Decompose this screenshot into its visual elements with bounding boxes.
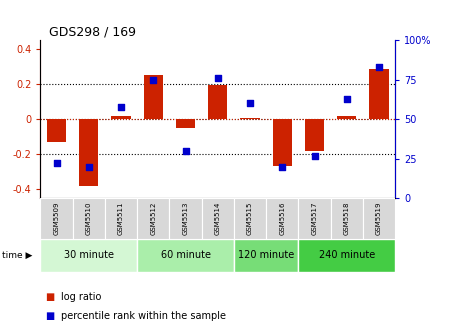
Bar [240, 118, 260, 119]
Bar [137, 239, 234, 272]
Point [375, 65, 383, 70]
Text: GSM5515: GSM5515 [247, 202, 253, 235]
Text: GSM5517: GSM5517 [312, 202, 317, 235]
Bar [40, 198, 73, 239]
Point [247, 101, 254, 106]
Bar [370, 69, 389, 119]
Bar [47, 119, 66, 142]
Text: 30 minute: 30 minute [64, 250, 114, 260]
Point [85, 164, 92, 169]
Text: GSM5518: GSM5518 [344, 202, 350, 235]
Bar [169, 198, 202, 239]
Bar [40, 239, 137, 272]
Point [118, 104, 125, 109]
Bar [299, 239, 395, 272]
Text: GSM5511: GSM5511 [118, 202, 124, 235]
Bar [337, 116, 357, 119]
Text: log ratio: log ratio [61, 292, 101, 302]
Text: GSM5512: GSM5512 [150, 202, 156, 235]
Bar [273, 119, 292, 166]
Point [343, 96, 350, 101]
Text: GSM5510: GSM5510 [86, 202, 92, 235]
Point [311, 153, 318, 158]
Text: 60 minute: 60 minute [161, 250, 211, 260]
Bar [202, 198, 234, 239]
Point [279, 164, 286, 169]
Bar [266, 198, 299, 239]
Text: ■: ■ [45, 311, 54, 321]
Bar [79, 119, 98, 186]
Point [214, 76, 221, 81]
Bar [234, 239, 299, 272]
Text: GDS298 / 169: GDS298 / 169 [49, 26, 136, 39]
Bar [305, 119, 324, 151]
Point [53, 161, 60, 166]
Bar [144, 75, 163, 119]
Text: time ▶: time ▶ [2, 251, 33, 260]
Bar [208, 85, 228, 119]
Bar [111, 116, 131, 119]
Text: 120 minute: 120 minute [238, 250, 294, 260]
Text: ■: ■ [45, 292, 54, 302]
Bar [176, 119, 195, 128]
Bar [330, 198, 363, 239]
Point [182, 148, 189, 154]
Bar [105, 198, 137, 239]
Text: GSM5519: GSM5519 [376, 202, 382, 235]
Point [150, 77, 157, 83]
Text: GSM5516: GSM5516 [279, 202, 285, 235]
Bar [137, 198, 169, 239]
Bar [73, 198, 105, 239]
Bar [299, 198, 330, 239]
Text: 240 minute: 240 minute [319, 250, 375, 260]
Text: GSM5513: GSM5513 [183, 202, 189, 235]
Bar [234, 198, 266, 239]
Text: percentile rank within the sample: percentile rank within the sample [61, 311, 225, 321]
Text: GSM5509: GSM5509 [53, 202, 60, 235]
Text: GSM5514: GSM5514 [215, 202, 221, 235]
Bar [363, 198, 395, 239]
